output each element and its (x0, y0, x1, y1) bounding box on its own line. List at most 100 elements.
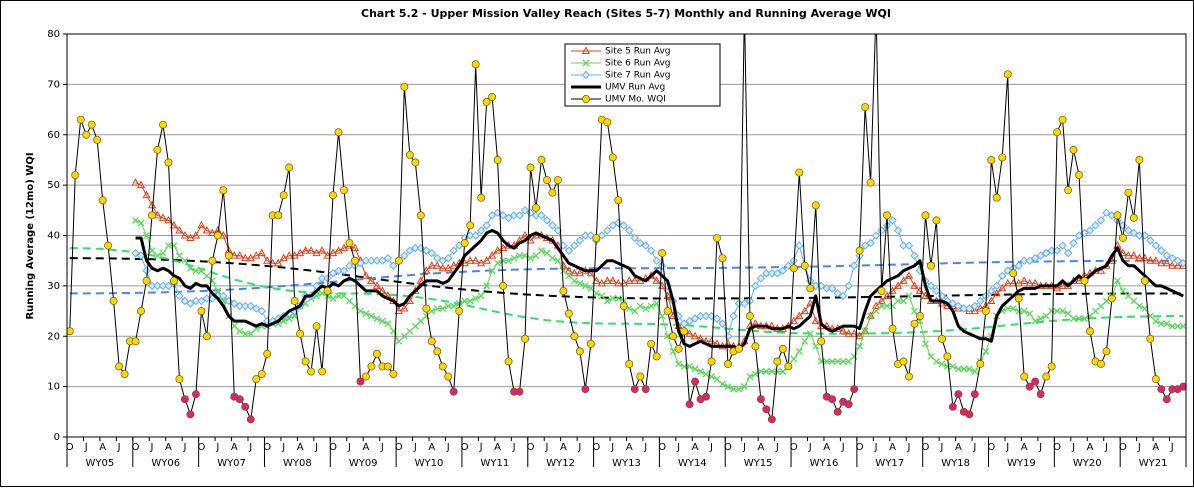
data-point (279, 191, 288, 200)
data-point (1124, 226, 1133, 235)
data-point (910, 281, 919, 289)
data-point (488, 93, 497, 101)
data-point (132, 216, 140, 224)
data-point (1168, 261, 1177, 269)
data-point (504, 213, 513, 223)
data-point (1064, 310, 1072, 318)
data-point (1058, 115, 1067, 124)
data-point (438, 256, 447, 265)
data-point (526, 163, 535, 172)
data-point (592, 234, 601, 242)
data-point (1179, 322, 1186, 330)
data-point (400, 304, 409, 312)
data-point (1058, 281, 1067, 289)
data-point (1047, 362, 1056, 371)
data-point (389, 370, 398, 378)
data-point (208, 256, 217, 265)
data-point (663, 307, 672, 316)
x-tick-label: A (428, 442, 435, 453)
data-point (192, 267, 200, 275)
data-point (899, 276, 908, 284)
data-point (734, 299, 744, 308)
data-point (493, 246, 502, 254)
data-point (1157, 246, 1166, 255)
data-point (756, 395, 765, 404)
data-point (406, 327, 414, 335)
data-point (559, 286, 568, 295)
x-tick-label: J (413, 442, 417, 453)
year-label: WY12 (546, 458, 575, 469)
data-point (247, 330, 255, 338)
data-point (1052, 283, 1062, 292)
data-point (866, 238, 875, 248)
data-point (756, 274, 766, 283)
data-point (1129, 228, 1139, 238)
data-point (938, 360, 946, 368)
data-point (1019, 256, 1029, 265)
data-point (839, 357, 847, 365)
data-point (460, 239, 469, 248)
data-point (652, 256, 661, 265)
data-point (828, 395, 837, 404)
data-point (976, 304, 985, 312)
data-point (575, 236, 585, 245)
x-tick-label: O (987, 442, 995, 453)
data-point (822, 284, 831, 293)
data-point (910, 319, 919, 328)
x-tick-label: O (1053, 442, 1061, 453)
data-point (768, 368, 776, 375)
data-point (581, 282, 589, 290)
data-point (767, 269, 777, 278)
data-point (779, 368, 787, 375)
data-point (1041, 248, 1051, 258)
data-point (411, 322, 419, 330)
data-point (312, 248, 321, 257)
data-point (120, 370, 129, 378)
data-point (93, 135, 102, 144)
x-tick-label: J (446, 442, 450, 453)
data-point (932, 216, 941, 225)
data-point (329, 191, 337, 200)
data-point (888, 216, 897, 225)
data-point (515, 387, 524, 396)
data-point (987, 155, 996, 164)
data-point (378, 256, 387, 265)
data-point (773, 269, 782, 278)
data-point (882, 291, 892, 299)
data-point (844, 281, 853, 291)
data-point (564, 309, 573, 318)
data-point (158, 213, 168, 221)
data-point (417, 317, 425, 325)
data-point (1014, 294, 1023, 303)
data-point (1025, 256, 1034, 265)
data-point (477, 292, 485, 300)
data-point (109, 297, 118, 305)
data-point (493, 155, 502, 164)
x-tick-label: O (1119, 442, 1127, 453)
data-point (1074, 231, 1084, 240)
data-point (98, 196, 107, 205)
plot-area (67, 34, 1186, 424)
x-tick-label: J (676, 442, 680, 453)
data-point (433, 347, 442, 356)
data-point (1129, 251, 1139, 259)
data-point (861, 327, 869, 335)
data-point (833, 407, 842, 416)
data-point (860, 241, 870, 250)
data-point (1059, 307, 1067, 315)
data-point (970, 301, 980, 311)
data-point (1003, 278, 1012, 287)
data-point (395, 337, 403, 345)
data-point (625, 360, 634, 368)
data-point (559, 267, 567, 275)
x-tick-label: A (823, 442, 830, 453)
data-point (504, 357, 513, 366)
data-point (191, 296, 201, 306)
legend-label: Site 6 Run Avg (605, 59, 671, 69)
data-point (1113, 211, 1122, 220)
data-point (1124, 188, 1133, 197)
data-point (471, 231, 480, 240)
x-tick-label: J (643, 442, 647, 453)
legend: Site 5 Run Avg Site 6 Run Avg Site 7 Run A… (564, 43, 721, 107)
data-point (472, 295, 480, 302)
